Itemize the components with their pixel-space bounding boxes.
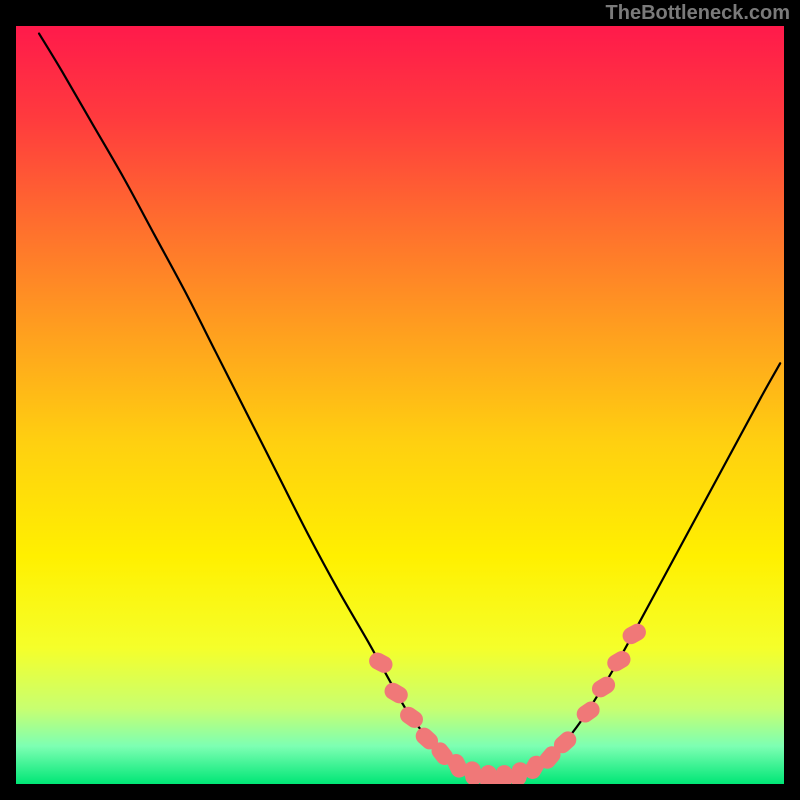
watermark-text: TheBottleneck.com (606, 2, 790, 25)
bottleneck-curve (39, 34, 780, 778)
curve-marker (573, 698, 603, 726)
curve-marker (620, 621, 649, 648)
curve-marker (589, 673, 619, 700)
curve-marker (366, 650, 395, 676)
curve-marker (480, 765, 497, 784)
chart-frame: TheBottleneck.com (0, 0, 800, 800)
curve-marker (397, 703, 427, 731)
chart-overlay (16, 26, 784, 784)
curve-marker (604, 648, 633, 675)
plot-area (16, 26, 784, 784)
curve-marker (381, 680, 410, 707)
